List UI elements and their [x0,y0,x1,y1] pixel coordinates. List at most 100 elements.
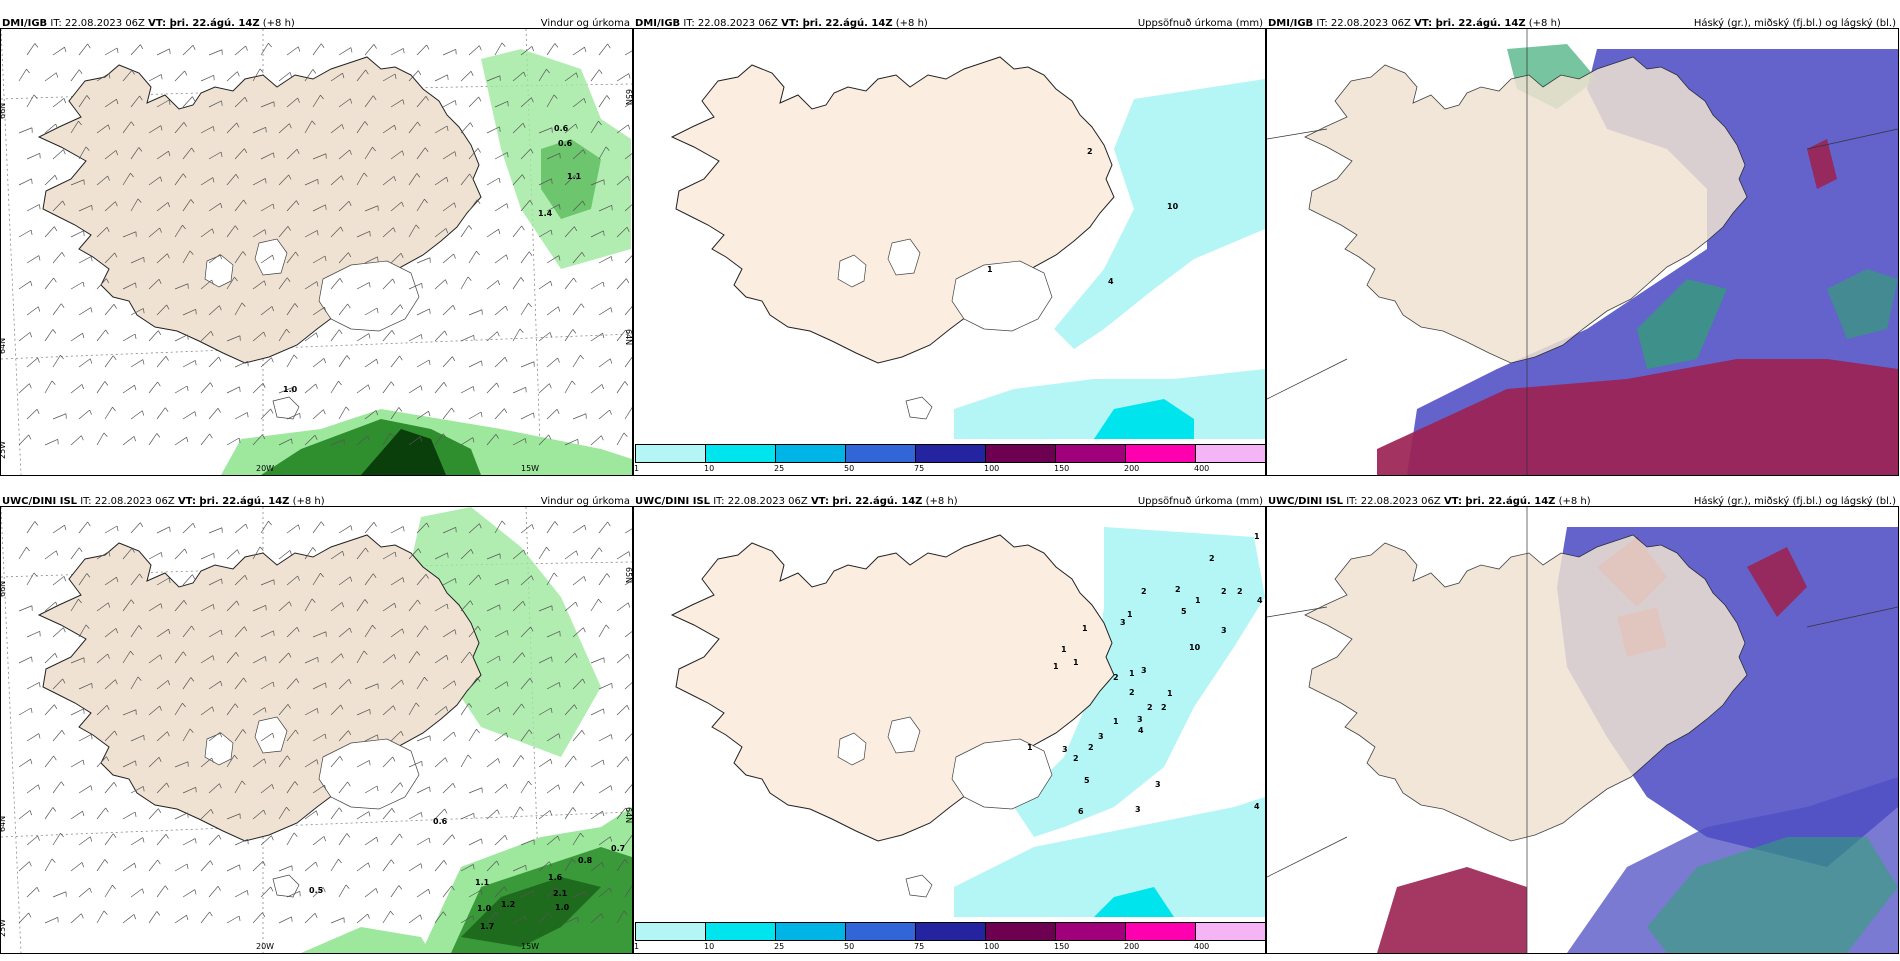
value-label: 1 [1027,743,1033,752]
value-label: 4 [1257,596,1263,605]
value-label: 2 [1129,688,1135,697]
lat-label: 66N [1,581,7,597]
value-label: 3 [1098,732,1104,741]
map-area [1266,28,1899,476]
value-label: 3 [1137,715,1143,724]
colorbar-swatch [1196,445,1265,462]
colorbar-swatch [1056,445,1126,462]
colorbar-tick: 75 [914,464,924,473]
value-label: 2.1 [553,889,568,898]
value-label: 1.1 [475,878,490,887]
panel-uwc-cloud: UWC/DINI ISL IT: 22.08.2023 06Z VT: þri.… [1266,490,1899,961]
value-label: 1.4 [538,209,553,218]
lat-label: 64N [1,816,7,832]
lat-label: 25W [1,919,7,937]
value-label: 4 [1108,277,1114,286]
panel-dmi-precip: DMI/IGB IT: 22.08.2023 06Z VT: þri. 22.á… [633,12,1266,483]
value-label: 2 [1087,147,1093,156]
panel-uwc-precip: UWC/DINI ISL IT: 22.08.2023 06Z VT: þri.… [633,490,1266,961]
lat-label: 65N [624,567,632,583]
lat-label: 65N [624,89,632,105]
value-label: 0.7 [611,844,625,853]
lon-label: 20W [256,464,274,473]
value-label: 3 [1155,780,1161,789]
value-label: 2 [1175,585,1181,594]
colorbar-swatch [1196,923,1265,940]
colorbar-swatch [776,445,846,462]
colorbar-swatch [776,923,846,940]
colorbar-tick: 200 [1124,464,1139,473]
panel-dmi-wind: DMI/IGB IT: 22.08.2023 06Z VT: þri. 22.á… [0,12,633,483]
lat-label: 64N [624,807,632,823]
value-label: 5 [1084,776,1090,785]
value-label: 1 [1053,662,1059,671]
lon-label: 15W [521,464,539,473]
colorbar-tick: 25 [774,464,784,473]
colorbar-swatch [636,445,706,462]
value-label: 1 [1195,596,1201,605]
value-label: 2 [1209,554,1215,563]
value-label: 1.1 [567,172,582,181]
value-label: 1.6 [548,873,563,882]
value-label: 2 [1147,703,1153,712]
value-label: 4 [1254,802,1260,811]
colorbar-tick: 1 [634,464,639,473]
value-label: 3 [1221,626,1227,635]
value-label: 5 [1181,607,1187,616]
value-label: 0.6 [554,124,569,133]
value-label: 2 [1073,754,1079,763]
map-area: 66N 64N 25W 65N 64N 20W 15W 0.6 0.6 1.1 1.4 1.0 [0,28,633,476]
panel-uwc-wind: UWC/DINI ISL IT: 22.08.2023 06Z VT: þri.… [0,490,633,961]
value-label: 1 [1167,689,1173,698]
value-label: 10 [1167,202,1179,211]
value-label: 2 [1221,587,1227,596]
value-label: 1 [1061,645,1067,654]
value-label: 0.8 [578,856,593,865]
value-label: 3 [1141,666,1147,675]
value-label: 1.0 [477,904,492,913]
lat-label: 64N [624,329,632,345]
value-label: 1 [1129,669,1135,678]
value-label: 0.5 [309,886,324,895]
value-label: 1 [1113,717,1119,726]
colorbar-tick: 50 [844,464,854,473]
value-label: 3 [1062,745,1068,754]
value-label: 1 [1082,624,1088,633]
colorbar-tick: 150 [1054,464,1069,473]
colorbar-tick: 100 [984,464,999,473]
lat-label: 25W [1,441,7,459]
lat-label: 66N [1,103,7,119]
value-label: 1.0 [555,903,570,912]
value-label: 1 [987,265,993,274]
value-label: 1.2 [501,900,515,909]
colorbar-swatch [986,445,1056,462]
lat-label: 64N [1,338,7,354]
value-label: 1 [1254,532,1260,541]
value-label: 2 [1141,587,1147,596]
colorbar-swatch [1056,923,1126,940]
value-label: 10 [1189,643,1201,652]
value-label: 1.0 [283,385,298,394]
colorbar-swatch [846,445,916,462]
value-label: 1 [1127,610,1133,619]
map-area [1266,506,1899,954]
value-label: 1 [1073,658,1079,667]
panel-dmi-cloud: DMI/IGB IT: 22.08.2023 06Z VT: þri. 22.á… [1266,12,1899,483]
value-label: 3 [1120,618,1126,627]
colorbar-swatch [1126,923,1196,940]
colorbar-swatch [1126,445,1196,462]
colorbar-swatch [636,923,706,940]
value-label: 3 [1135,805,1141,814]
value-label: 0.6 [433,817,448,826]
colorbar-swatch [706,445,776,462]
colorbar-swatch [986,923,1056,940]
value-label: 0.6 [558,139,573,148]
value-label: 4 [1138,726,1144,735]
value-label: 2 [1113,673,1119,682]
value-label: 2 [1161,703,1167,712]
colorbar-swatch [916,923,986,940]
